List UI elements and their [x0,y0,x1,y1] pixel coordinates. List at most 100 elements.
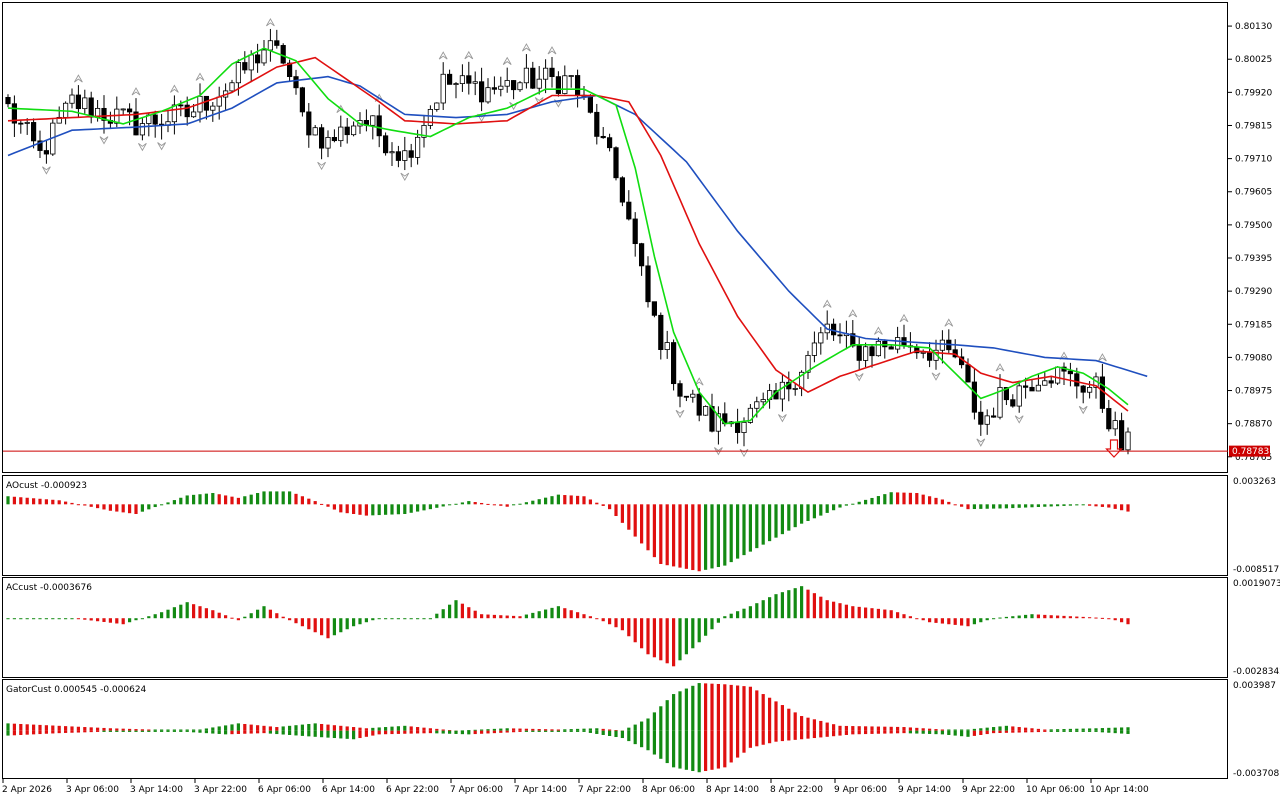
gator-lower-bar [76,730,80,733]
gator-upper-bar [729,684,733,731]
bull-candle-body [235,62,241,84]
fractal-down-icon [317,161,326,171]
hist-bar [1113,618,1117,621]
gator-lower-bar [876,730,880,734]
gator-upper-bar [76,726,80,731]
bull-candle-body [248,54,254,71]
gator-lower-bar [396,730,400,734]
gator-lower-bar [985,730,989,735]
gator-upper-bar [966,729,970,731]
gator-upper-bar [428,728,432,731]
hist-bar [844,504,848,506]
gator-upper-bar [384,727,388,731]
gator-upper-bar [601,728,605,731]
bull-candle-body [863,346,869,361]
bear-candle-body [286,62,293,78]
hist-bar [876,496,880,505]
gator-upper-bar [102,727,106,731]
hist-bar [364,618,368,623]
gator-lower-bar [1011,730,1015,733]
hist-bar [908,616,912,619]
gator-lower-bar [64,730,68,733]
ao-scale-top: 0.003263 [1233,477,1276,487]
hist-bar [819,596,823,619]
hist-bar [358,504,362,515]
bear-candle-body [37,140,43,151]
hist-bar [332,504,336,510]
hist-bar [1081,616,1085,619]
hist-bar [1094,504,1098,507]
hist-bar [806,589,810,619]
candle [715,406,722,445]
candle [453,82,459,99]
hist-bar [288,491,292,505]
candle [965,358,971,383]
gator-lower-bar [1062,730,1066,732]
bull-candle-body [1016,385,1022,407]
candle [1055,366,1061,386]
hist-bar [185,495,189,505]
bear-candle-body [376,115,382,137]
fractal-down-icon [138,142,147,152]
gator-upper-bar [89,727,93,731]
hist-bar [601,618,605,622]
gator-scale-bottom: -0.003708 [1233,769,1279,779]
gator-upper-bar [211,727,215,731]
hist-bar [825,600,829,619]
hist-bar [524,614,528,619]
hist-bar [371,618,375,621]
gator-lower-bar [812,730,816,739]
hist-bar [723,504,727,566]
gator-upper-bar [486,729,490,731]
gator-lower-bar [70,730,74,733]
hist-bar [934,497,938,505]
bear-candle-body [1074,373,1080,387]
gator-lower-bar [518,730,522,732]
hist-bar [236,497,240,505]
gator-lower-bar [755,730,759,747]
hist-bar [364,504,368,516]
hist-bar [38,498,42,505]
bear-candle-body [446,73,453,85]
gator-lower-bar [339,730,343,739]
hist-bar [1075,504,1079,506]
bull-candle-body [453,83,459,86]
hist-bar [121,504,125,513]
candle [895,326,901,354]
hist-bar [422,504,426,511]
gator-upper-bar [115,728,119,731]
bear-candle-body [491,87,498,90]
hist-bar [883,609,887,619]
gator-lower-bar [633,730,637,745]
fractal-up-icon [694,377,704,386]
bear-candle-body [1119,420,1125,451]
gator-upper-bar [364,728,368,731]
candle [639,242,645,276]
gator-upper-bar [256,725,260,731]
hist-bar [665,618,669,664]
bull-candle-body [997,387,1003,418]
candle [645,256,651,308]
candle [984,409,990,435]
hist-bar [691,618,695,649]
hist-bar [595,618,599,620]
candle [101,95,107,134]
gator-upper-bar [1113,727,1117,731]
bull-candle-body [754,401,760,409]
gator-upper-bar [38,724,42,731]
gator-upper-bar [960,729,964,731]
hist-bar [928,496,932,505]
hist-bar [851,503,855,505]
hist-bar [505,615,509,619]
candle [491,76,498,95]
hist-bar [345,504,349,514]
gator-lower-bar [230,730,234,735]
bear-candle-body [318,127,325,149]
hist-bar [851,606,855,619]
fractal-down-icon [1014,415,1024,424]
gator-lower-bar [902,730,906,734]
hist-bar [204,608,208,619]
gator-upper-bar [902,727,906,731]
hist-bar [211,493,215,505]
